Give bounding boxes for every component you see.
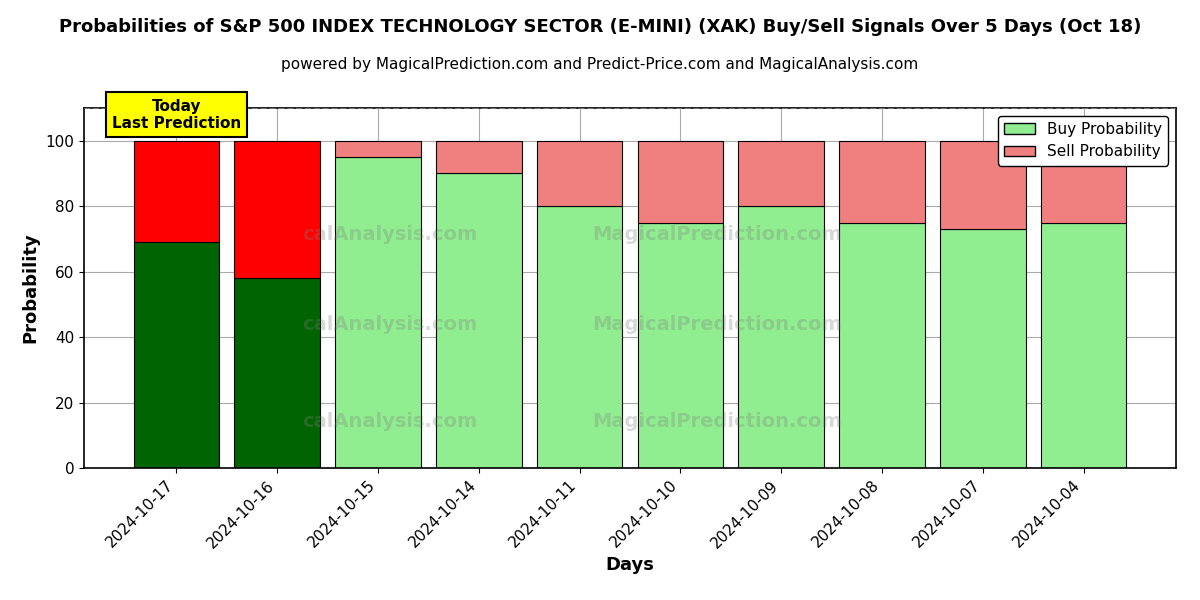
Text: MagicalPrediction.com: MagicalPrediction.com	[593, 224, 842, 244]
Bar	[839, 141, 925, 223]
Bar	[536, 141, 623, 206]
Bar	[637, 223, 724, 468]
Text: MagicalPrediction.com: MagicalPrediction.com	[593, 314, 842, 334]
Bar	[637, 141, 724, 223]
Y-axis label: Probability: Probability	[22, 233, 40, 343]
Bar	[738, 141, 824, 206]
Bar	[436, 141, 522, 173]
Bar	[436, 173, 522, 468]
Bar	[133, 141, 220, 242]
Bar	[133, 242, 220, 468]
Bar	[940, 229, 1026, 468]
Text: Probabilities of S&P 500 INDEX TECHNOLOGY SECTOR (E-MINI) (XAK) Buy/Sell Signals: Probabilities of S&P 500 INDEX TECHNOLOG…	[59, 18, 1141, 36]
Bar	[839, 223, 925, 468]
Bar	[1040, 141, 1127, 223]
Bar	[335, 157, 421, 468]
Text: calAnalysis.com: calAnalysis.com	[302, 314, 478, 334]
Text: powered by MagicalPrediction.com and Predict-Price.com and MagicalAnalysis.com: powered by MagicalPrediction.com and Pre…	[281, 57, 919, 72]
Bar	[536, 206, 623, 468]
Bar	[1040, 223, 1127, 468]
Legend: Buy Probability, Sell Probability: Buy Probability, Sell Probability	[998, 116, 1169, 166]
Text: MagicalPrediction.com: MagicalPrediction.com	[593, 412, 842, 431]
Bar	[335, 141, 421, 157]
Bar	[940, 141, 1026, 229]
Bar	[234, 141, 320, 278]
Bar	[738, 206, 824, 468]
Text: Today
Last Prediction: Today Last Prediction	[112, 98, 241, 131]
Text: calAnalysis.com: calAnalysis.com	[302, 412, 478, 431]
Bar	[234, 278, 320, 468]
Text: calAnalysis.com: calAnalysis.com	[302, 224, 478, 244]
X-axis label: Days: Days	[606, 556, 654, 574]
